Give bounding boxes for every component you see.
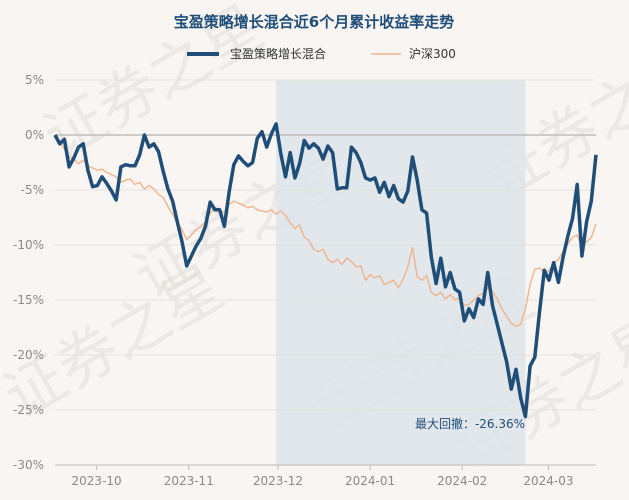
- y-tick-label: -25%: [13, 403, 44, 417]
- series-line-fund: [53, 122, 598, 419]
- legend-item-fund[interactable]: 宝盈策略增长混合: [187, 46, 326, 61]
- y-tick-label: -15%: [13, 293, 44, 307]
- x-tick-label: 2023-12: [253, 474, 303, 488]
- y-tick-label: 0%: [25, 128, 44, 142]
- legend: 宝盈策略增长混合 沪深300: [187, 46, 456, 61]
- x-tick-label: 2023-11: [164, 474, 214, 488]
- x-tick-label: 2024-02: [437, 474, 487, 488]
- gridlines: [55, 79, 596, 466]
- y-tick-label: -30%: [13, 458, 44, 472]
- legend-label-hs300: 沪深300: [409, 47, 456, 61]
- x-tick-label: 2024-03: [523, 474, 573, 488]
- chart-title: 宝盈策略增长混合近6个月累计收益率走势: [174, 13, 454, 31]
- x-axis-ticks: 2023-10 2023-11 2023-12 2024-01 2024-02 2024-…: [55, 464, 596, 488]
- y-tick-label: -20%: [13, 348, 44, 362]
- legend-item-hs300[interactable]: 沪深300: [371, 47, 456, 61]
- y-tick-label: 5%: [25, 73, 44, 87]
- y-axis-ticks: 5% 0% -5% -10% -15% -20% -25% -30%: [13, 73, 44, 472]
- x-tick-label: 2024-01: [345, 474, 395, 488]
- series-line-hs300: [54, 134, 597, 328]
- max-drawdown-band: [276, 80, 526, 465]
- legend-label-fund: 宝盈策略增长混合: [230, 46, 326, 61]
- y-tick-label: -5%: [21, 183, 44, 197]
- x-tick-label: 2023-10: [72, 474, 122, 488]
- y-tick-label: -10%: [13, 238, 44, 252]
- max-drawdown-label: 最大回撤：-26.36%: [415, 416, 525, 431]
